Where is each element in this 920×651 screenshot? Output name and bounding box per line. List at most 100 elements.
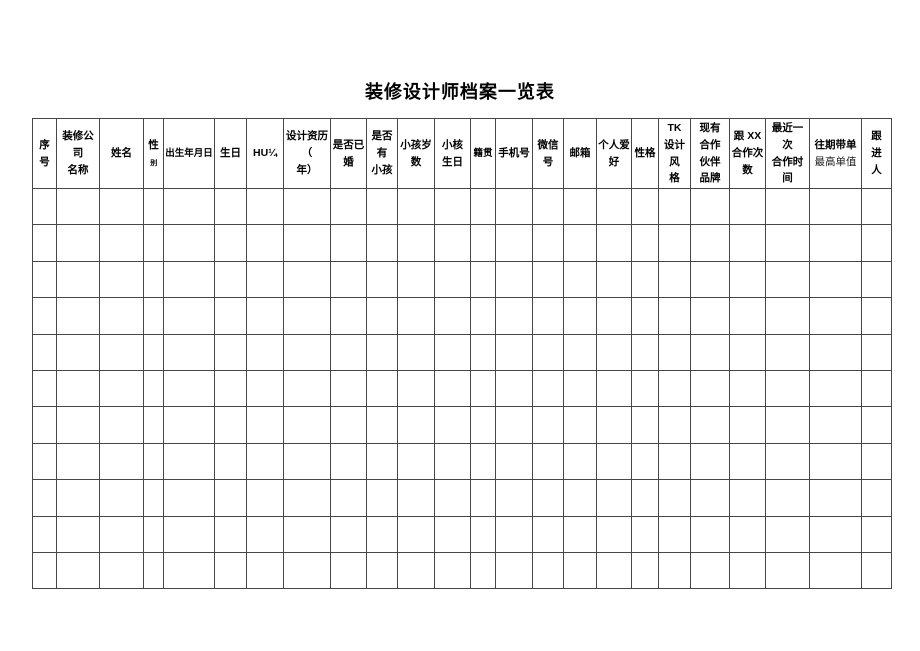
cell-company-name-row11[interactable] bbox=[56, 551, 100, 590]
cell-name-row10[interactable] bbox=[99, 515, 144, 553]
cell-personality-row11[interactable] bbox=[631, 551, 659, 590]
cell-mobile-number-row8[interactable] bbox=[495, 442, 533, 481]
cell-serial-number-row11[interactable] bbox=[32, 551, 57, 590]
cell-child-birthday-row4[interactable] bbox=[434, 297, 471, 335]
cell-has-children-row2[interactable] bbox=[366, 224, 398, 262]
cell-birth-date-row2[interactable] bbox=[163, 224, 215, 262]
cell-design-experience-years-row6[interactable] bbox=[283, 369, 331, 408]
cell-has-children-row3[interactable] bbox=[366, 260, 398, 299]
cell-email-row6[interactable] bbox=[563, 369, 597, 408]
cell-hu-row3[interactable] bbox=[246, 260, 284, 299]
cell-tk-design-style-row6[interactable] bbox=[658, 369, 691, 408]
cell-is-married-row11[interactable] bbox=[330, 551, 367, 590]
cell-personal-hobby-row4[interactable] bbox=[596, 297, 632, 335]
cell-last-cooperation-time-row7[interactable] bbox=[765, 406, 810, 444]
cell-tk-design-style-row4[interactable] bbox=[658, 297, 691, 335]
cell-design-experience-years-row11[interactable] bbox=[283, 551, 331, 590]
cell-partner-brands-row1[interactable] bbox=[690, 187, 730, 226]
cell-name-row6[interactable] bbox=[99, 369, 144, 408]
cell-design-experience-years-row7[interactable] bbox=[283, 406, 331, 444]
cell-wechat-id-row9[interactable] bbox=[532, 479, 564, 517]
cell-personality-row3[interactable] bbox=[631, 260, 659, 299]
cell-is-married-row5[interactable] bbox=[330, 333, 367, 371]
cell-serial-number-row9[interactable] bbox=[32, 479, 57, 517]
cell-birth-date-row11[interactable] bbox=[163, 551, 215, 590]
cell-past-highest-order-row10[interactable] bbox=[809, 515, 862, 553]
cell-has-children-row1[interactable] bbox=[366, 187, 398, 226]
cell-name-row8[interactable] bbox=[99, 442, 144, 481]
cell-name-row1[interactable] bbox=[99, 187, 144, 226]
cell-last-cooperation-time-row9[interactable] bbox=[765, 479, 810, 517]
cell-serial-number-row4[interactable] bbox=[32, 297, 57, 335]
cell-birthday-row6[interactable] bbox=[214, 369, 247, 408]
cell-xx-cooperation-count-row2[interactable] bbox=[729, 224, 766, 262]
cell-serial-number-row8[interactable] bbox=[32, 442, 57, 481]
cell-past-highest-order-row11[interactable] bbox=[809, 551, 862, 590]
cell-email-row1[interactable] bbox=[563, 187, 597, 226]
cell-xx-cooperation-count-row11[interactable] bbox=[729, 551, 766, 590]
cell-birth-date-row5[interactable] bbox=[163, 333, 215, 371]
cell-xx-cooperation-count-row7[interactable] bbox=[729, 406, 766, 444]
cell-personality-row9[interactable] bbox=[631, 479, 659, 517]
cell-design-experience-years-row2[interactable] bbox=[283, 224, 331, 262]
cell-company-name-row1[interactable] bbox=[56, 187, 100, 226]
cell-wechat-id-row8[interactable] bbox=[532, 442, 564, 481]
cell-company-name-row5[interactable] bbox=[56, 333, 100, 371]
cell-native-place-row8[interactable] bbox=[470, 442, 496, 481]
cell-is-married-row2[interactable] bbox=[330, 224, 367, 262]
cell-xx-cooperation-count-row8[interactable] bbox=[729, 442, 766, 481]
cell-design-experience-years-row9[interactable] bbox=[283, 479, 331, 517]
cell-wechat-id-row11[interactable] bbox=[532, 551, 564, 590]
cell-hu-row6[interactable] bbox=[246, 369, 284, 408]
cell-children-age-row10[interactable] bbox=[397, 515, 435, 553]
cell-tk-design-style-row5[interactable] bbox=[658, 333, 691, 371]
cell-personality-row1[interactable] bbox=[631, 187, 659, 226]
cell-company-name-row2[interactable] bbox=[56, 224, 100, 262]
cell-native-place-row11[interactable] bbox=[470, 551, 496, 590]
cell-company-name-row8[interactable] bbox=[56, 442, 100, 481]
cell-gender-row4[interactable] bbox=[143, 297, 164, 335]
cell-children-age-row8[interactable] bbox=[397, 442, 435, 481]
cell-last-cooperation-time-row10[interactable] bbox=[765, 515, 810, 553]
cell-serial-number-row2[interactable] bbox=[32, 224, 57, 262]
cell-mobile-number-row7[interactable] bbox=[495, 406, 533, 444]
cell-hu-row7[interactable] bbox=[246, 406, 284, 444]
cell-birth-date-row1[interactable] bbox=[163, 187, 215, 226]
cell-email-row9[interactable] bbox=[563, 479, 597, 517]
cell-personal-hobby-row3[interactable] bbox=[596, 260, 632, 299]
cell-wechat-id-row2[interactable] bbox=[532, 224, 564, 262]
cell-xx-cooperation-count-row3[interactable] bbox=[729, 260, 766, 299]
cell-child-birthday-row9[interactable] bbox=[434, 479, 471, 517]
cell-is-married-row1[interactable] bbox=[330, 187, 367, 226]
cell-gender-row7[interactable] bbox=[143, 406, 164, 444]
cell-children-age-row2[interactable] bbox=[397, 224, 435, 262]
cell-children-age-row7[interactable] bbox=[397, 406, 435, 444]
cell-is-married-row9[interactable] bbox=[330, 479, 367, 517]
cell-company-name-row7[interactable] bbox=[56, 406, 100, 444]
cell-hu-row2[interactable] bbox=[246, 224, 284, 262]
cell-gender-row8[interactable] bbox=[143, 442, 164, 481]
cell-hu-row4[interactable] bbox=[246, 297, 284, 335]
cell-birth-date-row9[interactable] bbox=[163, 479, 215, 517]
cell-native-place-row4[interactable] bbox=[470, 297, 496, 335]
cell-birth-date-row8[interactable] bbox=[163, 442, 215, 481]
cell-birth-date-row6[interactable] bbox=[163, 369, 215, 408]
cell-personality-row6[interactable] bbox=[631, 369, 659, 408]
cell-company-name-row6[interactable] bbox=[56, 369, 100, 408]
cell-email-row3[interactable] bbox=[563, 260, 597, 299]
cell-design-experience-years-row3[interactable] bbox=[283, 260, 331, 299]
cell-xx-cooperation-count-row5[interactable] bbox=[729, 333, 766, 371]
cell-is-married-row6[interactable] bbox=[330, 369, 367, 408]
cell-past-highest-order-row8[interactable] bbox=[809, 442, 862, 481]
cell-follow-up-person-row4[interactable] bbox=[861, 297, 892, 335]
cell-native-place-row3[interactable] bbox=[470, 260, 496, 299]
cell-wechat-id-row7[interactable] bbox=[532, 406, 564, 444]
cell-mobile-number-row4[interactable] bbox=[495, 297, 533, 335]
cell-past-highest-order-row4[interactable] bbox=[809, 297, 862, 335]
cell-is-married-row10[interactable] bbox=[330, 515, 367, 553]
cell-follow-up-person-row6[interactable] bbox=[861, 369, 892, 408]
cell-follow-up-person-row1[interactable] bbox=[861, 187, 892, 226]
cell-mobile-number-row5[interactable] bbox=[495, 333, 533, 371]
cell-gender-row9[interactable] bbox=[143, 479, 164, 517]
cell-children-age-row11[interactable] bbox=[397, 551, 435, 590]
